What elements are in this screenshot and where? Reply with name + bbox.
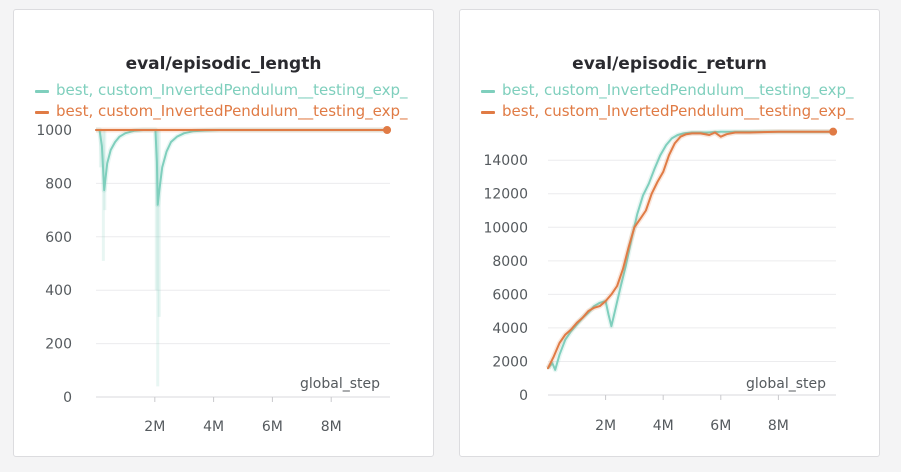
series-line[interactable]	[547, 130, 835, 370]
series-line[interactable]	[547, 130, 835, 371]
y-tick-label: 10000	[483, 220, 528, 236]
x-tick-label: 6M	[710, 418, 731, 434]
y-tick-label: 400	[45, 283, 72, 299]
x-tick-label: 8M	[321, 419, 342, 435]
legend-swatch	[35, 90, 49, 93]
y-tick-label: 4000	[492, 321, 528, 337]
y-tick-label: 12000	[483, 187, 528, 203]
series-shadow	[96, 127, 388, 208]
y-tick-label: 0	[519, 388, 528, 404]
y-tick-label: 2000	[492, 354, 528, 370]
series-end-point	[829, 127, 838, 136]
legend-label: best, custom_InvertedPendulum__testing_e…	[56, 102, 408, 120]
series-line[interactable]	[95, 129, 389, 206]
x-tick-label: 2M	[144, 419, 165, 435]
y-tick-label: 800	[45, 176, 72, 192]
legend-swatch	[481, 90, 495, 93]
chart-plot-area[interactable]: 0 2000 4000 6000 8000 10000 12000 14000 2M 4M 6M 8M…	[460, 10, 879, 456]
chart-legend: best, custom_InvertedPendulum__testing_e…	[31, 80, 424, 122]
y-tick-label: 14000	[483, 153, 528, 169]
legend-label: best, custom_InvertedPendulum__testing_e…	[502, 81, 854, 99]
legend-label: best, custom_InvertedPendulum__testing_e…	[502, 102, 854, 120]
chart-plot-area[interactable]: 0 200 400 600 800 1000 2M 4M 6M 8M global_step	[14, 10, 433, 456]
series-shadow	[545, 129, 834, 370]
chart-panel-episodic-return: eval/episodic_return best, custom_Invert…	[459, 9, 880, 457]
chart-title: eval/episodic_return	[572, 54, 767, 74]
y-tick-label: 0	[63, 390, 72, 406]
x-tick-label: 8M	[768, 418, 789, 434]
x-tick-label: 4M	[203, 419, 224, 435]
legend-swatch	[35, 111, 49, 114]
legend-entry[interactable]: best, custom_InvertedPendulum__testing_e…	[31, 80, 424, 101]
y-tick-label: 200	[45, 337, 72, 353]
y-tick-label: 8000	[492, 254, 528, 270]
chart-legend: best, custom_InvertedPendulum__testing_e…	[477, 80, 870, 122]
x-tick-label: 4M	[653, 418, 674, 434]
x-tick-label: 2M	[595, 418, 616, 434]
x-tick-label: 6M	[262, 419, 283, 435]
legend-entry[interactable]: best, custom_InvertedPendulum__testing_e…	[477, 101, 870, 122]
legend-entry[interactable]: best, custom_InvertedPendulum__testing_e…	[477, 80, 870, 101]
y-tick-label: 1000	[36, 123, 72, 139]
legend-label: best, custom_InvertedPendulum__testing_e…	[56, 81, 408, 99]
y-tick-label: 600	[45, 230, 72, 246]
chart-title: eval/episodic_length	[125, 54, 322, 74]
series-shadow	[546, 129, 834, 373]
chart-panel-episodic-length: eval/episodic_length best, custom_Invert…	[13, 9, 434, 457]
series-end-point	[383, 126, 392, 134]
y-tick-label: 6000	[492, 287, 528, 303]
x-axis-title: global_step	[746, 376, 826, 392]
x-axis-title: global_step	[300, 376, 380, 392]
legend-entry[interactable]: best, custom_InvertedPendulum__testing_e…	[31, 101, 424, 122]
legend-swatch	[481, 111, 495, 114]
